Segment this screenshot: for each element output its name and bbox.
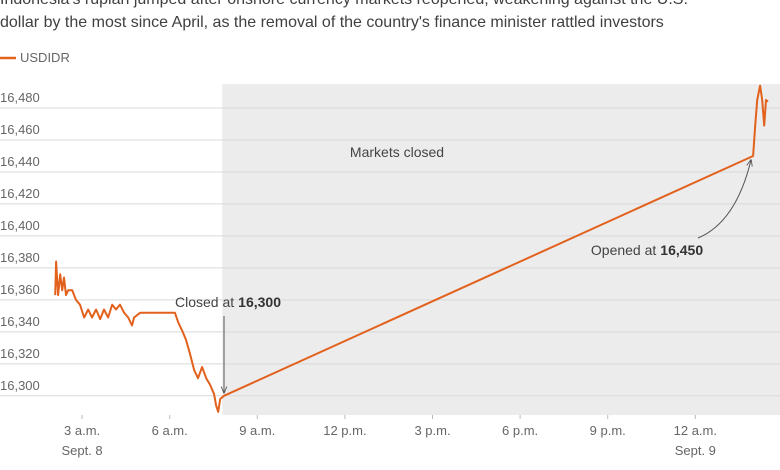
annotation-value: 16,450 — [660, 242, 703, 258]
x-tick-label: 9 p.m. — [590, 423, 626, 438]
y-tick-label: 16,340 — [0, 314, 40, 329]
y-tick-label: 16,480 — [0, 90, 40, 105]
annotation-text: Opened at — [591, 242, 656, 258]
x-tick-label: 3 p.m. — [414, 423, 450, 438]
series-line — [54, 84, 769, 413]
shaded-label: Markets closed — [350, 144, 444, 160]
annotation: Opened at 16,450 — [591, 242, 703, 258]
annotation: Closed at 16,300 — [175, 294, 281, 310]
title-line: Indonesia's rupiah jumped after onshore … — [0, 0, 688, 8]
x-date-label: Sept. 8 — [61, 443, 102, 458]
annotation-text: Closed at — [175, 294, 234, 310]
annotation-value: 16,300 — [238, 294, 281, 310]
x-tick-label: 3 a.m. — [64, 423, 100, 438]
y-tick-label: 16,400 — [0, 218, 40, 233]
x-tick-label: 12 a.m. — [674, 423, 717, 438]
annotation-arrow — [697, 160, 751, 239]
y-tick-label: 16,420 — [0, 186, 40, 201]
y-tick-label: 16,320 — [0, 346, 40, 361]
x-tick-label: 6 p.m. — [502, 423, 538, 438]
legend-label: USDIDR — [20, 50, 70, 65]
y-tick-label: 16,460 — [0, 122, 40, 137]
y-tick-label: 16,360 — [0, 282, 40, 297]
y-tick-label: 16,440 — [0, 154, 40, 169]
x-tick-label: 9 a.m. — [239, 423, 275, 438]
y-tick-label: 16,380 — [0, 250, 40, 265]
x-date-label: Sept. 9 — [675, 443, 716, 458]
y-tick-label: 16,300 — [0, 378, 40, 393]
x-tick-label: 12 p.m. — [323, 423, 366, 438]
title-line: dollar by the most since April, as the r… — [0, 14, 664, 31]
x-tick-label: 6 a.m. — [152, 423, 188, 438]
shaded-region — [222, 84, 780, 415]
